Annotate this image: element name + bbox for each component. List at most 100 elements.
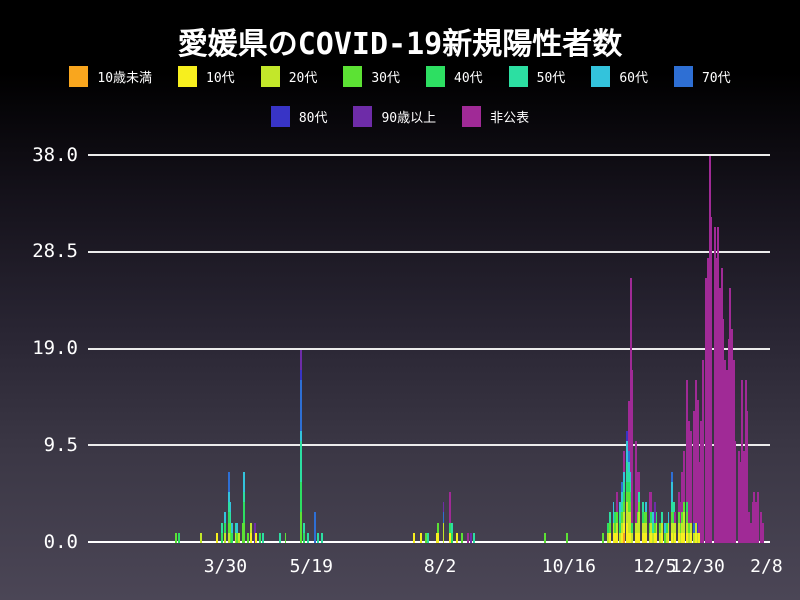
bar-segment-t60 — [652, 512, 654, 523]
bar — [743, 451, 746, 543]
bar-segment-t20 — [650, 522, 653, 533]
bar — [713, 227, 716, 543]
bar-segment-t20 — [634, 522, 637, 533]
bar-segment-na — [677, 492, 680, 513]
legend-label-t10: 10代 — [206, 71, 235, 86]
bar-segment-t50 — [451, 522, 454, 533]
bar — [688, 420, 691, 543]
bar — [681, 471, 684, 543]
bar — [449, 492, 452, 543]
bar — [715, 257, 718, 543]
bar-segment-t60 — [628, 461, 630, 472]
bar-segment-t70 — [628, 451, 630, 462]
bar — [320, 532, 323, 543]
bar — [686, 380, 689, 543]
bar-segment-t20 — [658, 532, 661, 543]
bar-segment-na — [719, 288, 721, 543]
gridline — [88, 347, 770, 350]
bar-segment-t20 — [616, 522, 618, 533]
legend-item-t30: 30代 — [343, 66, 400, 87]
bar-segment-na — [748, 512, 751, 543]
bar-segment-na — [648, 492, 651, 513]
bar-segment-na — [743, 451, 746, 543]
bar-segment-t60 — [667, 512, 670, 523]
bar-segment-na — [631, 369, 634, 523]
gridline — [88, 154, 770, 156]
legend-swatch-icon-na — [462, 106, 482, 127]
bar-segment-t20 — [626, 502, 629, 523]
bar-segment-t10 — [674, 532, 677, 543]
bar-segment-o90 — [442, 502, 445, 513]
bar — [306, 532, 309, 543]
bar-segment-t30 — [236, 532, 239, 543]
bar-segment-na — [700, 420, 703, 543]
bar — [300, 349, 302, 543]
bar-segment-t30 — [461, 532, 464, 543]
bar-segment-t20 — [200, 532, 203, 543]
bar — [755, 502, 758, 543]
x-tick-label: 5/19 — [289, 556, 333, 577]
bar — [636, 471, 639, 543]
bar-segment-t10 — [449, 532, 452, 543]
bar-segment-t10 — [655, 532, 658, 543]
gridline — [88, 444, 770, 447]
bar-segment-na — [693, 410, 696, 523]
bar — [734, 441, 737, 543]
bar-segment-t30 — [645, 512, 648, 523]
bar-segment-t10 — [683, 532, 685, 543]
bar-segment-t10 — [420, 532, 423, 543]
bar-segment-t10 — [612, 532, 615, 543]
bar-segment-t20 — [442, 522, 445, 543]
legend-swatch-icon-u10 — [69, 66, 89, 87]
legend-swatch-icon-t60 — [591, 66, 611, 87]
bar — [435, 532, 438, 543]
bar-segment-t10 — [250, 532, 253, 543]
legend-label-o90: 90歳以上 — [381, 111, 437, 126]
bar — [284, 532, 287, 543]
bar-segment-t20 — [655, 522, 658, 533]
bar-segment-t30 — [628, 492, 630, 513]
bar — [707, 257, 709, 543]
bar-segment-na — [722, 318, 725, 543]
bar — [705, 278, 708, 543]
bar-segment-na — [753, 492, 756, 543]
bar-segment-t70 — [300, 380, 302, 431]
bar-segment-t70 — [442, 512, 445, 523]
bar — [420, 532, 423, 543]
bar-segment-na — [683, 451, 685, 503]
gridline — [88, 541, 770, 543]
bar-segment-t30 — [686, 512, 689, 523]
bar-segment-t30 — [616, 512, 618, 523]
x-tick-label: 12/30 — [670, 556, 725, 577]
bar-segment-t20 — [648, 532, 651, 543]
bar-segment-t60 — [621, 492, 624, 503]
bar-segment-t70 — [693, 522, 696, 533]
bar-segment-t20 — [688, 532, 691, 543]
bar-segment-t10 — [636, 532, 639, 543]
legend-item-t20: 20代 — [260, 66, 317, 87]
bar — [221, 522, 223, 543]
bar — [720, 268, 723, 543]
bar-segment-t50 — [638, 492, 641, 503]
bar-segment-t10 — [653, 532, 656, 543]
bar-segment-t20 — [677, 522, 680, 533]
bar — [616, 492, 618, 543]
bar-segment-t70 — [671, 471, 673, 482]
bar — [626, 431, 629, 543]
bar-segment-t20 — [683, 512, 685, 533]
bar — [258, 532, 261, 543]
bar-segment-t60 — [224, 512, 227, 523]
bar-segment-na — [717, 227, 720, 543]
bar-segment-na — [629, 278, 632, 472]
bar-segment-na — [751, 502, 754, 543]
bar — [762, 522, 764, 543]
bar — [629, 278, 632, 543]
bar-segment-na — [689, 431, 692, 523]
bar-segment-t10 — [698, 532, 701, 543]
bar — [174, 532, 177, 543]
bar-segment-t30 — [679, 522, 682, 533]
bar-segment-na — [688, 420, 691, 523]
bar-segment-t30 — [636, 512, 639, 523]
bar-segment-t40 — [650, 512, 653, 523]
bar — [753, 492, 756, 543]
